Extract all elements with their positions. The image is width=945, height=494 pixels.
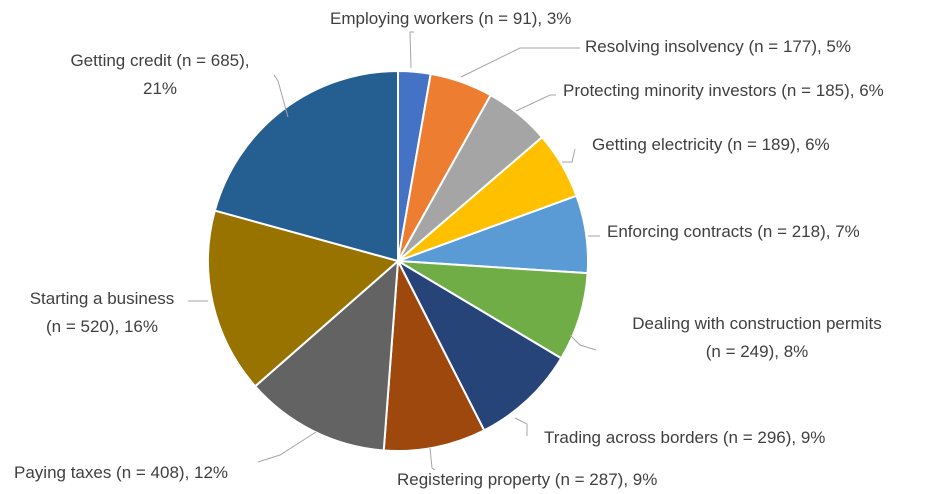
slice-label: (n = 520), 16%	[46, 317, 158, 336]
slice-label: Enforcing contracts (n = 218), 7%	[607, 222, 860, 241]
leader-line	[562, 148, 576, 163]
slice-label: Dealing with construction permits	[632, 314, 881, 333]
slice-labels: Employing workers (n = 91), 3% Resolving …	[14, 9, 884, 489]
leader-line	[409, 31, 414, 69]
slice-label: (n = 249), 8%	[706, 342, 809, 361]
leader-line	[429, 447, 436, 471]
pie-slice-getting-credit	[213, 69, 399, 263]
leader-line	[514, 417, 528, 436]
slice-label: Registering property (n = 287), 9%	[397, 470, 657, 489]
pie-slice-starting-a-business	[207, 209, 401, 388]
slice-label: 21%	[143, 79, 177, 98]
leader-line	[569, 334, 597, 351]
slice-label: Resolving insolvency (n = 177), 5%	[585, 37, 851, 56]
slice-label: Paying taxes (n = 408), 12%	[14, 463, 228, 482]
slice-label: Starting a business	[30, 289, 175, 308]
slice-label: Getting credit (n = 685),	[70, 51, 249, 70]
pie-slice-trading-across-borders	[395, 258, 563, 432]
slice-label: Getting electricity (n = 189), 6%	[592, 135, 830, 154]
slice-label: Trading across borders (n = 296), 9%	[544, 428, 825, 447]
slice-label: Protecting minority investors (n = 185),…	[563, 81, 884, 100]
leader-line	[257, 431, 317, 463]
leader-line	[273, 74, 289, 118]
pie-slice-registering-property	[382, 257, 486, 452]
pie-slices	[207, 69, 589, 452]
pie-slice-paying-taxes	[253, 258, 400, 452]
leader-line	[515, 94, 556, 112]
slice-label: Employing workers (n = 91), 3%	[330, 9, 571, 28]
leader-line	[460, 47, 580, 78]
leader-lines	[188, 31, 600, 471]
